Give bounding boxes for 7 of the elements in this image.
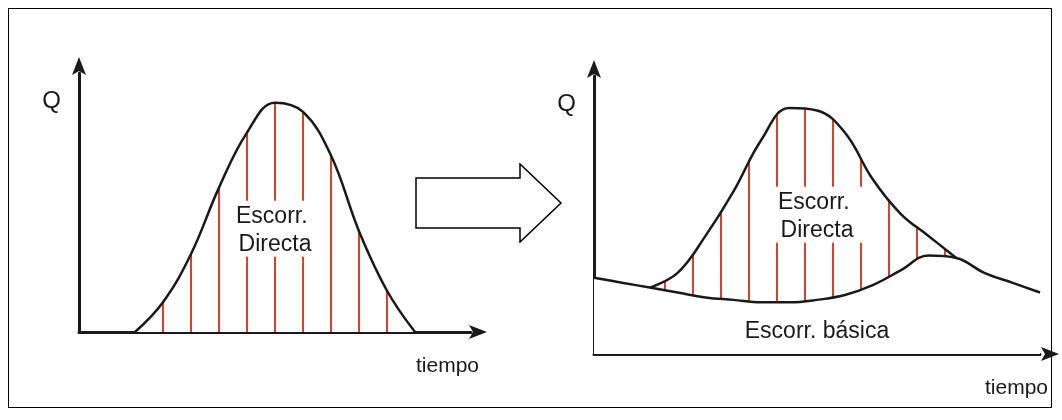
series-label: Escorr. Directa xyxy=(236,201,314,256)
series-label: Escorr. básica xyxy=(744,316,890,343)
x-axis-title: tiempo xyxy=(415,353,479,376)
series-label: Escorr. Directa xyxy=(778,187,856,242)
y-axis-title: Q xyxy=(557,88,576,116)
y-axis-title: Q xyxy=(42,85,61,113)
x-axis-title: tiempo xyxy=(984,375,1048,398)
